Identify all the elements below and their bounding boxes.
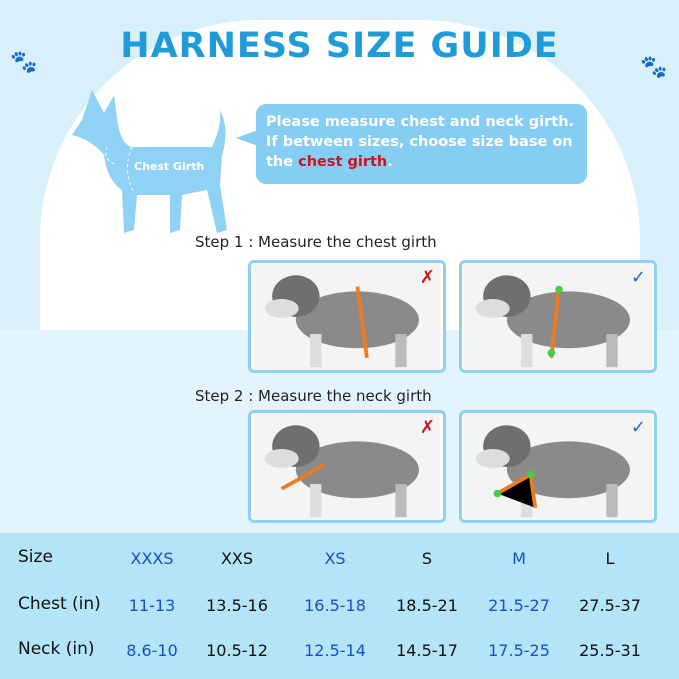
row-label: Neck (in) (18, 639, 95, 659)
table-cell: 27.5-37 (579, 596, 641, 615)
table-cell: 16.5-18 (304, 596, 366, 615)
schnauzer-photo (464, 413, 652, 520)
table-cell: 17.5-25 (488, 641, 550, 660)
table-cell: 21.5-27 (488, 596, 550, 615)
row-label: Chest (in) (18, 594, 101, 614)
paw-icon: 🐾 (10, 50, 38, 75)
table-cell: S (421, 549, 433, 568)
step-2-photo-wrong: ✗ (248, 410, 446, 523)
instruction-bubble: Please measure chest and neck girth. If … (256, 104, 587, 184)
dog-silhouette-diagram: Neck Girth Chest Girth (72, 90, 227, 233)
schnauzer-photo (253, 413, 441, 520)
table-cell: L (605, 549, 615, 568)
step-1-label: Step 1 : Measure the chest girth (195, 233, 437, 251)
step-1-photo-wrong: ✗ (248, 260, 446, 373)
chest-girth-label: Chest Girth (134, 160, 204, 173)
page-title: HARNESS SIZE GUIDE (120, 26, 559, 66)
check-icon: ✓ (630, 417, 646, 438)
table-cell: 10.5-12 (206, 641, 268, 660)
cross-icon: ✗ (419, 267, 435, 288)
table-cell: XS (324, 549, 346, 568)
table-cell: 13.5-16 (206, 596, 268, 615)
note-line: the chest girth. (266, 154, 393, 170)
chest-girth-highlight: chest girth (298, 154, 388, 170)
note-line: Please measure chest and neck girth. (266, 114, 575, 130)
table-cell: 11-13 (128, 596, 176, 615)
table-cell: 18.5-21 (396, 596, 458, 615)
table-cell: 14.5-17 (396, 641, 458, 660)
row-label: Size (18, 547, 53, 567)
table-cell: 8.6-10 (126, 641, 178, 660)
cross-icon: ✗ (419, 417, 435, 438)
table-cell: 25.5-31 (579, 641, 641, 660)
schnauzer-photo (464, 263, 652, 370)
table-cell: XXS (220, 549, 254, 568)
neck-girth-label: Neck Girth (132, 123, 198, 136)
size-table: Size XXXS XXS XS S M L Chest (in) 11-13 13.5-16 16… (0, 533, 679, 679)
step-2-photo-correct: ✓ (459, 410, 657, 523)
bubble-tail (236, 130, 258, 146)
check-icon: ✓ (630, 267, 646, 288)
schnauzer-photo (253, 263, 441, 370)
step-1-photo-correct: ✓ (459, 260, 657, 373)
table-cell: M (512, 549, 526, 568)
paw-icon: 🐾 (640, 55, 668, 80)
table-cell: 12.5-14 (304, 641, 366, 660)
table-cell: XXXS (130, 549, 174, 568)
step-2-label: Step 2 : Measure the neck girth (195, 387, 432, 405)
note-line: If between sizes, choose size base on (266, 134, 573, 150)
